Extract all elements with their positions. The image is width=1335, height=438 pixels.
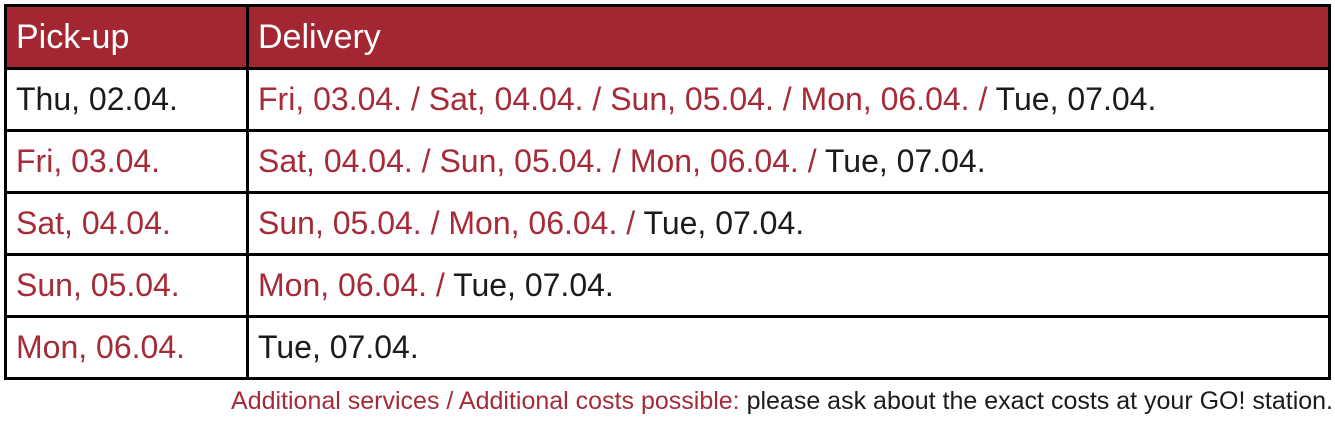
- table-row: Thu, 02.04. Fri, 03.04. / Sat, 04.04. / …: [4, 67, 1331, 132]
- header-row: Pick-up Delivery: [4, 4, 1331, 70]
- delivery-date-final: Tue, 07.04.: [643, 205, 805, 241]
- delivery-date-final: Tue, 07.04.: [258, 329, 419, 365]
- delivery-cell: Sun, 05.04. / Mon, 06.04. / Tue, 07.04.: [246, 191, 1331, 256]
- column-header-pickup: Pick-up: [4, 4, 249, 70]
- delivery-dates-red: Sat, 04.04. / Sun, 05.04. / Mon, 06.04. …: [258, 143, 825, 179]
- pickup-cell: Fri, 03.04.: [4, 129, 249, 194]
- delivery-date-final: Tue, 07.04.: [824, 143, 986, 179]
- table-header: Pick-up Delivery: [4, 4, 1331, 70]
- pickup-cell: Thu, 02.04.: [4, 67, 249, 132]
- delivery-cell: Mon, 06.04. / Tue, 07.04.: [246, 253, 1331, 318]
- delivery-date-final: Tue, 07.04.: [453, 267, 614, 303]
- pickup-date: Sat, 04.04.: [16, 205, 171, 241]
- table-row: Fri, 03.04. Sat, 04.04. / Sun, 05.04. / …: [4, 129, 1331, 194]
- table-row: Sun, 05.04. Mon, 06.04. / Tue, 07.04.: [4, 253, 1331, 318]
- pickup-date: Fri, 03.04.: [16, 143, 161, 179]
- pickup-cell: Mon, 06.04.: [4, 315, 249, 380]
- footer-note: Additional services / Additional costs p…: [0, 387, 1333, 416]
- pickup-date: Sun, 05.04.: [16, 267, 180, 303]
- pickup-date: Mon, 06.04.: [16, 329, 185, 365]
- column-header-delivery: Delivery: [246, 4, 1331, 70]
- delivery-dates-red: Fri, 03.04. / Sat, 04.04. / Sun, 05.04. …: [258, 81, 996, 117]
- delivery-schedule-table: Pick-up Delivery Thu, 02.04. Fri, 03.04.…: [4, 4, 1331, 380]
- table-body: Thu, 02.04. Fri, 03.04. / Sat, 04.04. / …: [4, 67, 1331, 380]
- footer-highlight: Additional services / Additional costs p…: [231, 387, 740, 415]
- delivery-cell: Tue, 07.04.: [246, 315, 1331, 380]
- pickup-cell: Sun, 05.04.: [4, 253, 249, 318]
- footer-text: please ask about the exact costs at your…: [739, 387, 1333, 415]
- delivery-dates-red: Sun, 05.04. / Mon, 06.04. /: [258, 205, 644, 241]
- delivery-dates-red: Mon, 06.04. /: [258, 267, 454, 303]
- table-row: Mon, 06.04. Tue, 07.04.: [4, 315, 1331, 380]
- pickup-date: Thu, 02.04.: [16, 81, 178, 117]
- pickup-cell: Sat, 04.04.: [4, 191, 249, 256]
- delivery-date-final: Tue, 07.04.: [995, 81, 1157, 117]
- delivery-cell: Sat, 04.04. / Sun, 05.04. / Mon, 06.04. …: [246, 129, 1331, 194]
- delivery-cell: Fri, 03.04. / Sat, 04.04. / Sun, 05.04. …: [246, 67, 1331, 132]
- table-row: Sat, 04.04. Sun, 05.04. / Mon, 06.04. / …: [4, 191, 1331, 256]
